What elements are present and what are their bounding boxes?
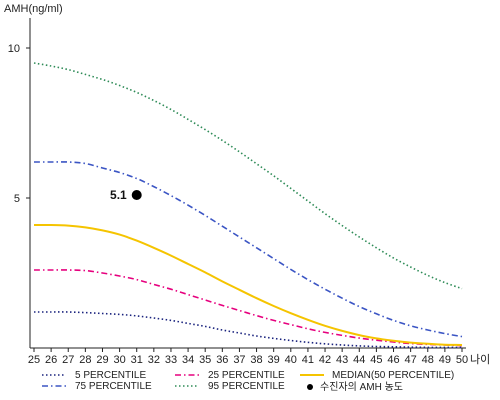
x-tick-label: 31 xyxy=(131,354,143,366)
x-tick-label: 38 xyxy=(250,354,262,366)
markers: 5.1 xyxy=(110,188,142,202)
legend-marker-label: 수진자의 AMH 농도 xyxy=(320,381,403,393)
x-tick-label: 37 xyxy=(233,354,245,366)
x-tick-label: 50 xyxy=(456,354,468,366)
x-tick-label: 43 xyxy=(336,354,348,366)
legend-label: MEDIAN(50 PERCENTILE) xyxy=(332,370,454,381)
x-tick-label: 29 xyxy=(96,354,108,366)
legend-label: 75 PERCENTILE xyxy=(75,381,152,392)
x-tick-label: 44 xyxy=(353,354,365,366)
legend-label: 25 PERCENTILE xyxy=(208,370,285,381)
series-line-median-50-percentile xyxy=(33,223,463,346)
y-tick-label: 10 xyxy=(8,43,20,55)
amh-marker-point xyxy=(131,190,142,200)
x-axis-title: 나이 xyxy=(470,353,490,366)
x-tick-label: 25 xyxy=(28,354,40,366)
x-tick-label: 35 xyxy=(199,354,211,366)
x-tick-label: 41 xyxy=(302,354,314,366)
x-tick-label: 30 xyxy=(113,354,125,366)
legend-label: 5 PERCENTILE xyxy=(75,370,146,381)
y-axis-title: AMH(ng/ml) xyxy=(4,3,63,15)
x-tick-label: 42 xyxy=(319,354,331,366)
amh-marker-label: 5.1 xyxy=(110,188,127,202)
x-tick-label: 33 xyxy=(165,354,177,366)
x-ticks: 25 26 27 28 29 30 31 32 33 34 35 36 37 38 39 40 41 42 43 44… xyxy=(28,348,468,366)
series-line-5-percentile xyxy=(33,311,462,349)
x-tick-label: 46 xyxy=(387,354,399,366)
axes xyxy=(29,18,466,349)
y-tick-label: 5 xyxy=(14,193,20,205)
series-line-25-percentile xyxy=(34,269,463,347)
y-ticks: 5 10 xyxy=(8,43,30,205)
x-tick-label: 48 xyxy=(422,354,434,366)
x-tick-label: 47 xyxy=(405,354,417,366)
series-lines xyxy=(33,62,463,349)
x-tick-label: 36 xyxy=(216,354,228,366)
legend-label: 95 PERCENTILE xyxy=(208,381,285,392)
x-tick-label: 28 xyxy=(79,354,91,366)
x-tick-label: 34 xyxy=(182,354,194,366)
legend-marker-swatch xyxy=(307,384,313,390)
x-tick-label: 45 xyxy=(370,354,382,366)
x-tick-label: 27 xyxy=(62,354,74,366)
x-tick-label: 26 xyxy=(45,354,57,366)
x-tick-label: 49 xyxy=(439,354,451,366)
x-tick-label: 32 xyxy=(148,354,160,366)
x-tick-label: 40 xyxy=(285,354,297,366)
x-tick-label: 39 xyxy=(268,354,280,366)
series-line-95-percentile xyxy=(33,62,463,290)
legend: 5 PERCENTILE 25 PERCENTILE MEDIAN(50 PERCE… xyxy=(42,370,454,393)
series-line-75-percentile xyxy=(34,161,463,338)
